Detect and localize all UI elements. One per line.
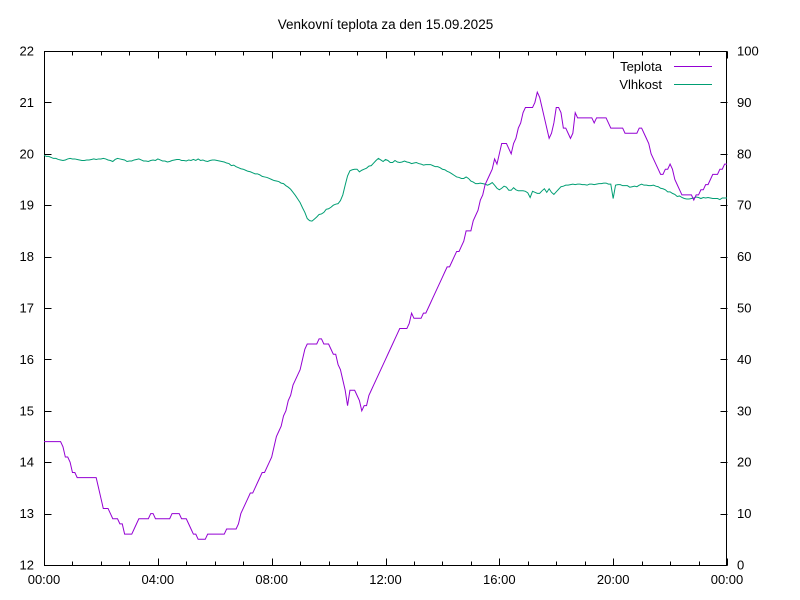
svg-text:30: 30 (737, 403, 751, 418)
svg-text:100: 100 (737, 44, 759, 59)
svg-text:Venkovní teplota za den 15.09.: Venkovní teplota za den 15.09.2025 (278, 17, 493, 32)
svg-text:0: 0 (737, 558, 744, 573)
svg-text:21: 21 (20, 95, 34, 110)
svg-text:18: 18 (20, 249, 34, 264)
svg-text:40: 40 (737, 352, 751, 367)
svg-text:10: 10 (737, 506, 751, 521)
svg-text:04:00: 04:00 (142, 572, 175, 587)
svg-text:14: 14 (20, 455, 34, 470)
svg-text:20: 20 (20, 146, 34, 161)
svg-text:50: 50 (737, 301, 751, 316)
svg-text:12:00: 12:00 (369, 572, 402, 587)
svg-text:80: 80 (737, 146, 751, 161)
svg-text:Teplota: Teplota (620, 59, 663, 74)
svg-text:13: 13 (20, 506, 34, 521)
svg-text:90: 90 (737, 95, 751, 110)
svg-text:15: 15 (20, 403, 34, 418)
svg-text:00:00: 00:00 (28, 572, 61, 587)
svg-text:16:00: 16:00 (483, 572, 516, 587)
svg-text:70: 70 (737, 198, 751, 213)
svg-text:60: 60 (737, 249, 751, 264)
svg-text:17: 17 (20, 301, 34, 316)
svg-text:00:00: 00:00 (711, 572, 744, 587)
svg-text:20: 20 (737, 455, 751, 470)
svg-text:08:00: 08:00 (255, 572, 288, 587)
svg-text:16: 16 (20, 352, 34, 367)
svg-text:12: 12 (20, 558, 34, 573)
svg-text:20:00: 20:00 (597, 572, 630, 587)
svg-text:22: 22 (20, 44, 34, 59)
svg-text:19: 19 (20, 198, 34, 213)
svg-text:Vlhkost: Vlhkost (619, 77, 662, 92)
